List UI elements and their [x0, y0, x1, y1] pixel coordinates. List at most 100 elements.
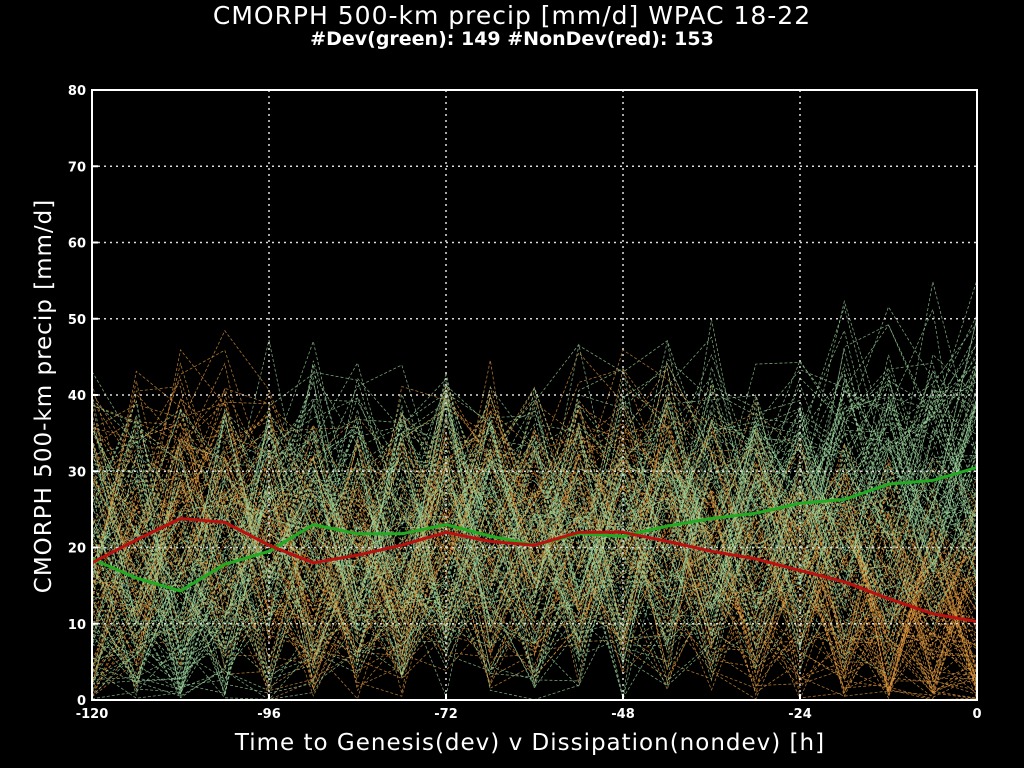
- member-trace-nondev-87: [91, 464, 978, 680]
- member-trace-nondev-43: [91, 444, 978, 681]
- member-trace-nondev-82: [91, 425, 978, 677]
- member-trace-dev-91: [91, 373, 978, 692]
- member-trace-dev-0: [91, 343, 978, 685]
- member-trace-dev-83: [91, 384, 978, 678]
- nondev-mean-point: [489, 540, 492, 543]
- member-trace-nondev-76: [91, 413, 978, 680]
- member-trace-dev-55: [91, 474, 978, 700]
- nondev-mean-point: [710, 550, 713, 553]
- mean-series: [90, 465, 979, 623]
- member-trace-nondev-25: [91, 398, 978, 659]
- member-trace-dev-87: [91, 369, 978, 675]
- member-trace-dev-45: [91, 314, 978, 654]
- dev-mean-point: [400, 532, 403, 535]
- dev-mean-point: [444, 523, 448, 526]
- member-trace-dev-53: [91, 356, 978, 637]
- member-trace-nondev-81: [91, 396, 978, 697]
- nondev-mean-point: [312, 561, 315, 564]
- member-trace-dev-56: [91, 417, 978, 687]
- nondev-mean-point: [887, 597, 890, 600]
- y-tick-label: 70: [68, 160, 86, 175]
- member-trace-dev-41: [91, 423, 978, 696]
- member-trace-dev-51: [91, 368, 978, 576]
- member-trace-nondev-28: [91, 418, 978, 701]
- nondev-mean-point: [444, 531, 448, 534]
- member-trace-dev-22: [91, 324, 978, 694]
- member-trace-dev-38: [91, 340, 978, 671]
- member-trace-dev-69: [91, 402, 978, 677]
- member-trace-nondev-46: [91, 426, 978, 691]
- dev-mean-point: [179, 589, 182, 593]
- member-trace-dev-49: [91, 367, 978, 696]
- x-tick-label: -48: [611, 707, 635, 722]
- member-trace-nondev-13: [91, 368, 978, 661]
- x-tick-label: 0: [972, 707, 981, 722]
- y-tick-label: 40: [68, 389, 86, 404]
- member-trace-dev-78: [91, 369, 978, 672]
- member-trace-nondev-47: [91, 398, 978, 692]
- member-trace-dev-25: [91, 329, 978, 628]
- dev-mean-point: [666, 524, 669, 528]
- member-trace-nondev-55: [91, 349, 978, 693]
- nondev-mean-point: [577, 531, 580, 534]
- member-trace-nondev-72: [91, 436, 978, 700]
- dev-mean-point: [710, 517, 713, 520]
- nondev-mean-point: [533, 544, 536, 547]
- member-trace-dev-26: [91, 342, 978, 701]
- y-tick-label: 0: [77, 694, 86, 709]
- member-trace-dev-63: [91, 281, 978, 668]
- member-trace-dev-67: [91, 358, 978, 620]
- chart-subtitle: #Dev(green): 149 #NonDev(red): 153: [310, 28, 714, 50]
- member-trace-dev-39: [91, 307, 978, 673]
- y-tick-label: 80: [68, 84, 86, 99]
- member-trace-dev-54: [91, 435, 978, 699]
- member-trace-dev-81: [91, 361, 978, 642]
- member-trace-nondev-91: [91, 351, 978, 700]
- y-tick-label: 10: [68, 618, 86, 633]
- member-trace-dev-37: [91, 348, 978, 685]
- dev-mean-point: [135, 576, 138, 580]
- member-trace-dev-46: [91, 364, 978, 633]
- member-trace-dev-94: [91, 377, 978, 661]
- member-trace-dev-70: [91, 353, 978, 633]
- y-tick-label: 60: [68, 237, 86, 252]
- nondev-mean-point: [267, 544, 271, 547]
- dev-mean-point: [843, 498, 846, 501]
- x-tick-label: -72: [434, 707, 458, 722]
- dev-mean-point: [754, 511, 757, 515]
- member-trace-nondev-53: [91, 403, 978, 681]
- member-trace-dev-10: [91, 410, 978, 681]
- nondev-mean-point: [179, 517, 182, 520]
- axis-ticks: -120 -96 -72 -48 -24 0 0 10 20 30 40 50 60 70 80: [68, 84, 982, 722]
- member-trace-nondev-69: [91, 440, 978, 700]
- x-tick-label: -24: [788, 707, 812, 722]
- member-trace-dev-35: [91, 324, 978, 639]
- x-axis-label: Time to Genesis(dev) v Dissipation(nonde…: [234, 730, 826, 756]
- y-tick-label: 50: [68, 313, 86, 328]
- nondev-mean-point: [666, 540, 669, 543]
- member-trace-dev-5: [91, 471, 978, 685]
- member-trace-dev-58: [91, 317, 978, 695]
- member-trace-dev-6: [91, 387, 978, 679]
- member-trace-nondev-65: [91, 459, 978, 700]
- y-axis-label: CMORPH 500-km precip [mm/d]: [31, 198, 57, 594]
- member-trace-nondev-62: [91, 386, 978, 687]
- member-trace-nondev-7: [91, 408, 978, 674]
- nondev-mean-point: [356, 553, 359, 557]
- member-trace-nondev-78: [91, 348, 978, 700]
- member-trace-dev-76: [91, 362, 978, 666]
- member-trace-nondev-17: [91, 438, 978, 701]
- member-trace-nondev-93: [91, 385, 978, 679]
- member-trace-dev-79: [91, 341, 978, 632]
- member-trace-nondev-71: [91, 387, 978, 675]
- member-trace-dev-93: [91, 305, 978, 666]
- y-tick-label: 30: [68, 465, 86, 480]
- member-trace-dev-92: [91, 399, 978, 696]
- nondev-mean-point: [798, 569, 802, 572]
- dev-mean-point: [267, 550, 271, 553]
- dev-mean-point: [887, 483, 890, 486]
- member-trace-nondev-56: [91, 392, 978, 650]
- member-trace-dev-74: [91, 376, 978, 659]
- member-trace-dev-89: [91, 363, 978, 666]
